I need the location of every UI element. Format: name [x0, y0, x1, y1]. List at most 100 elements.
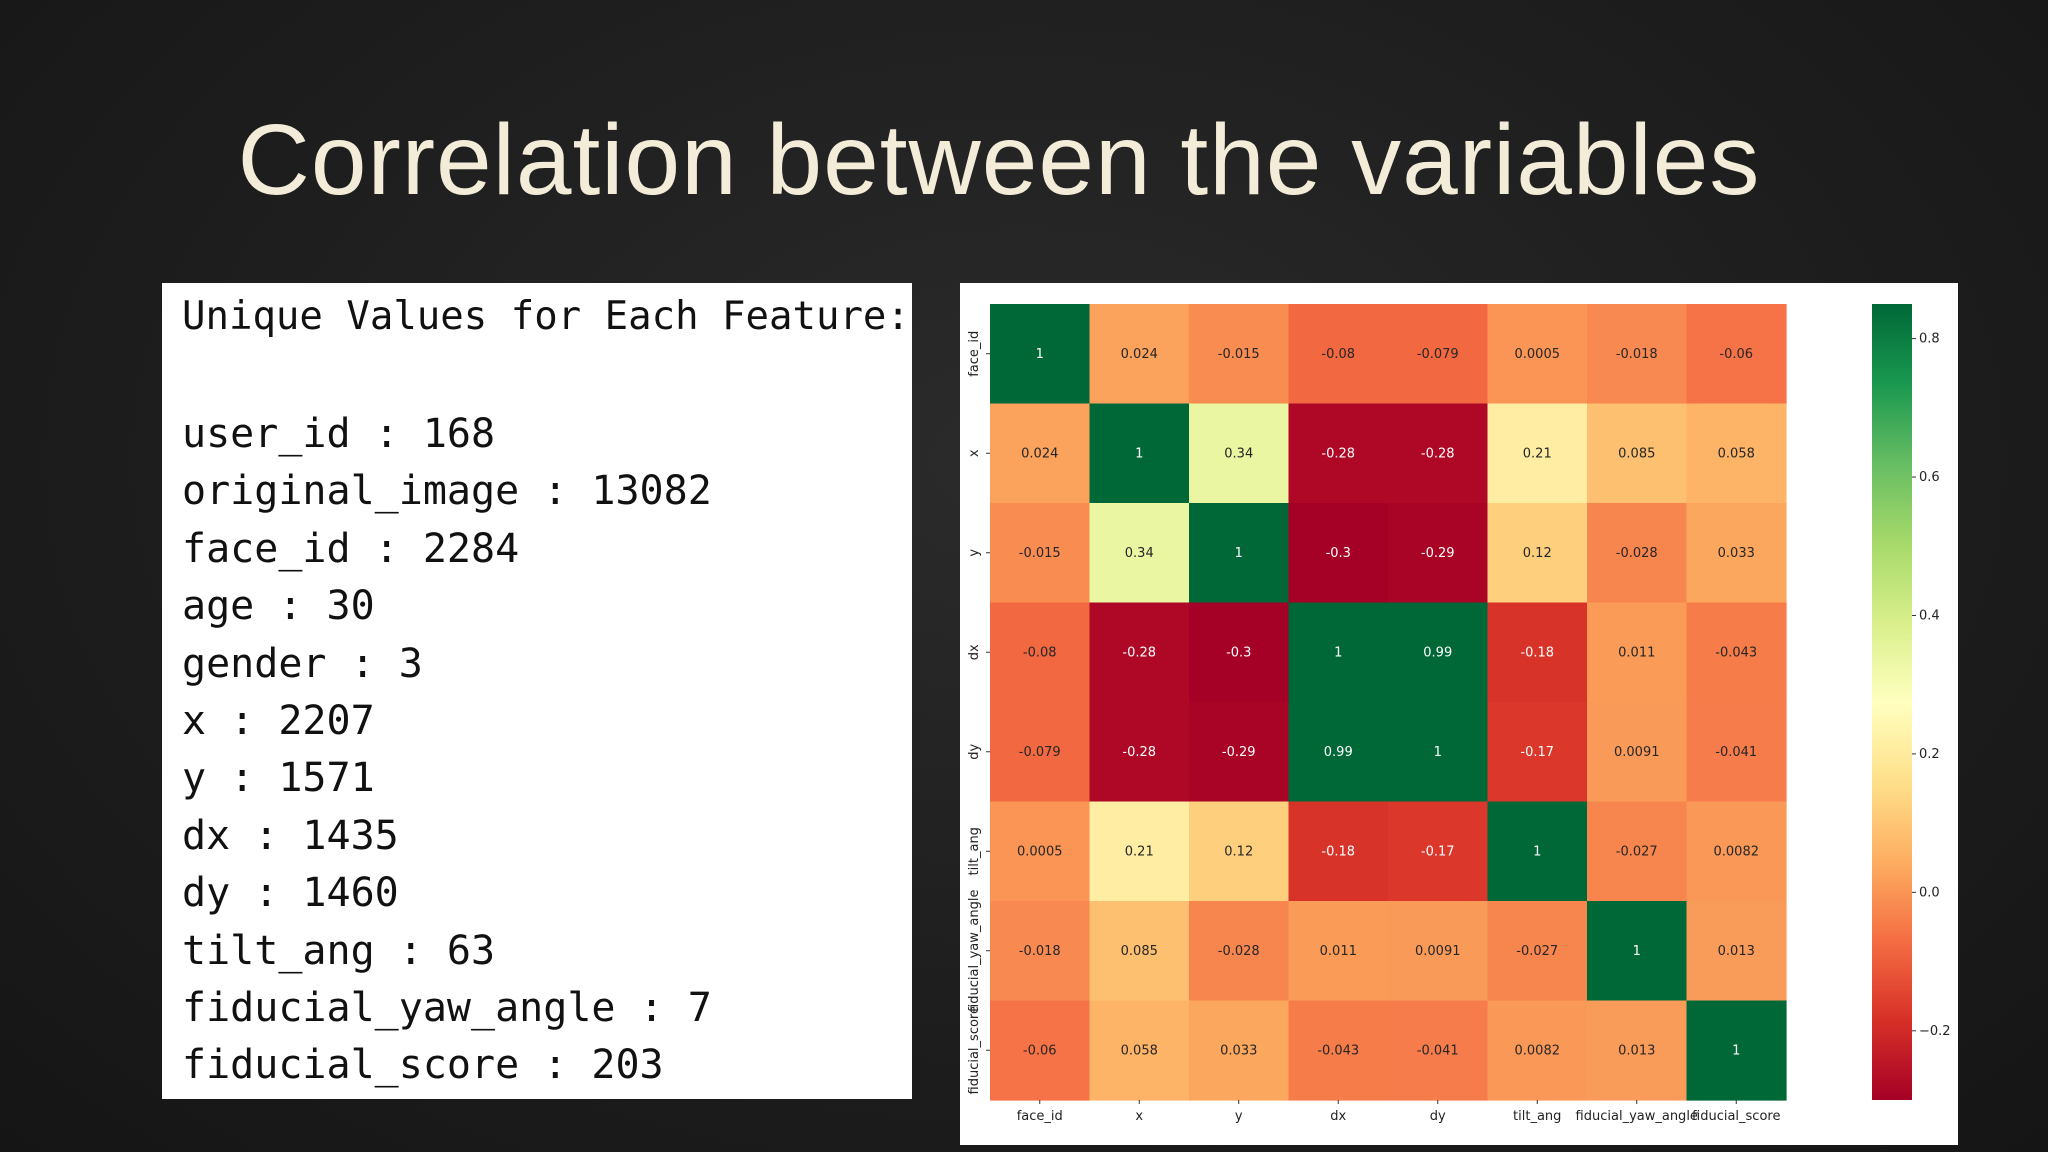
- cell-value-label: 0.013: [1718, 944, 1755, 959]
- heatmap-cell: [1487, 702, 1588, 803]
- cell-value-label: 0.21: [1523, 446, 1552, 461]
- cell-value-label: 1: [1732, 1043, 1740, 1058]
- heatmap-cell: [1089, 801, 1190, 902]
- heatmap-cell: [1686, 1000, 1787, 1101]
- heatmap-panel: 1 0.024 -0.015 -0.08 -0.079 0.0005 -0.018 -0.06…: [960, 283, 1958, 1145]
- cell-value-label: -0.29: [1421, 546, 1455, 561]
- list-item: original_image : 13082: [182, 468, 712, 515]
- cell-value-label: -0.28: [1421, 446, 1455, 461]
- heatmap-cell: [1189, 901, 1290, 1002]
- heatmap-cell: [1288, 503, 1389, 604]
- cell-value-label: -0.08: [1023, 645, 1057, 660]
- y-tick-label: tilt_ang: [967, 827, 982, 875]
- heatmap-cell: [990, 901, 1091, 1002]
- cell-value-label: 0.34: [1125, 546, 1154, 561]
- cell-value-label: -0.079: [1417, 347, 1459, 362]
- colorbar: [1872, 304, 1912, 1100]
- heatmap-cell: [1388, 503, 1489, 604]
- heatmap-cell: [1686, 503, 1787, 604]
- cell-value-label: -0.018: [1616, 347, 1658, 362]
- colorbar-tick-label: 0.4: [1919, 608, 1940, 623]
- heatmap-cell: [1089, 304, 1190, 405]
- heatmap-cell: [1686, 901, 1787, 1002]
- heatmap-cell: [1388, 1000, 1489, 1101]
- heatmap-cell: [990, 602, 1091, 703]
- heatmap-cell: [1587, 503, 1688, 604]
- heatmap-cell: [1189, 702, 1290, 803]
- list-item: dx : 1435: [182, 812, 399, 859]
- heatmap-cell: [990, 801, 1091, 902]
- cell-value-label: 0.0082: [1515, 1043, 1561, 1058]
- colorbar-tick-label: 0.6: [1919, 470, 1940, 485]
- heatmap-cell: [1089, 503, 1190, 604]
- cell-value-label: 1: [1533, 844, 1541, 859]
- heatmap-cell: [1189, 801, 1290, 902]
- colorbar-tick-label: 0.2: [1919, 747, 1940, 762]
- heatmap-cell: [1288, 702, 1389, 803]
- heatmap-cell: [1587, 801, 1688, 902]
- heatmap-cell: [1388, 801, 1489, 902]
- heatmap-cell: [1487, 1000, 1588, 1101]
- cell-value-label: 0.0091: [1614, 745, 1660, 760]
- y-tick-label: fiducial_yaw_angle: [967, 890, 982, 1012]
- cell-value-label: -0.28: [1122, 645, 1156, 660]
- heatmap-cell: [990, 403, 1091, 504]
- cell-value-label: 0.024: [1021, 446, 1058, 461]
- list-item: tilt_ang : 63: [182, 927, 496, 974]
- cell-value-label: -0.18: [1520, 645, 1554, 660]
- cell-value-label: -0.3: [1326, 546, 1351, 561]
- list-item: face_id : 2284: [182, 525, 520, 572]
- heatmap-cell: [1288, 1000, 1389, 1101]
- heatmap-cell: [1388, 403, 1489, 504]
- heatmap-cell: [1388, 304, 1489, 405]
- x-tick-label: dx: [1330, 1109, 1346, 1124]
- heatmap-cell: [1487, 801, 1588, 902]
- heatmap-cell: [1388, 702, 1489, 803]
- y-tick-label: face_id: [967, 331, 982, 377]
- heatmap-cell: [1587, 1000, 1688, 1101]
- heatmap-cell: [1089, 702, 1190, 803]
- cell-value-label: -0.06: [1719, 347, 1753, 362]
- cell-value-label: -0.027: [1516, 944, 1558, 959]
- y-tick-label: y: [967, 549, 982, 557]
- list-item: user_id : 168: [182, 411, 496, 457]
- cell-value-label: 0.085: [1121, 944, 1158, 959]
- heatmap-cell: [1587, 702, 1688, 803]
- cell-value-label: -0.08: [1321, 347, 1355, 362]
- cell-value-label: -0.041: [1715, 745, 1757, 760]
- cell-value-label: 0.013: [1618, 1043, 1655, 1058]
- cell-value-label: 0.058: [1121, 1043, 1158, 1058]
- cell-value-label: 0.033: [1718, 546, 1755, 561]
- heatmap-cell: [1487, 602, 1588, 703]
- heatmap-cell: [1189, 1000, 1290, 1101]
- unique-values-panel: Unique Values for Each Feature: user_id …: [162, 283, 912, 1099]
- heatmap-cell: [1288, 801, 1389, 902]
- colorbar-tick-label: 0.8: [1919, 332, 1940, 347]
- cell-value-label: 1: [1334, 645, 1342, 660]
- cell-value-label: -0.079: [1019, 745, 1061, 760]
- x-tick-label: tilt_ang: [1513, 1109, 1561, 1124]
- cell-value-label: 0.085: [1618, 446, 1655, 461]
- heatmap-cell: [1686, 702, 1787, 803]
- cell-value-label: 0.21: [1125, 844, 1154, 859]
- heatmap-cell: [1487, 503, 1588, 604]
- y-tick-label: x: [967, 449, 982, 457]
- heatmap-cell: [1686, 602, 1787, 703]
- unique-values-heading: Unique Values for Each Feature:: [182, 294, 910, 339]
- x-tick-label: face_id: [1017, 1109, 1063, 1124]
- x-tick-label: fiducial_score: [1692, 1109, 1780, 1124]
- cell-value-label: -0.015: [1218, 347, 1260, 362]
- heatmap-cell: [1587, 403, 1688, 504]
- cell-value-label: 0.0005: [1515, 347, 1561, 362]
- cell-value-label: 1: [1235, 546, 1243, 561]
- heatmap-cell: [1587, 602, 1688, 703]
- list-item: fiducial_yaw_angle : 7: [182, 985, 712, 1032]
- heatmap-cell: [990, 503, 1091, 604]
- x-tick-label: fiducial_yaw_angle: [1576, 1109, 1698, 1124]
- y-tick-label: fiducial_score: [967, 1006, 982, 1094]
- cell-value-label: -0.043: [1715, 645, 1757, 660]
- heatmap-cell: [1388, 901, 1489, 1002]
- heatmap-cell: [990, 1000, 1091, 1101]
- heatmap-cell: [1686, 304, 1787, 405]
- y-tick-label: dx: [967, 644, 982, 660]
